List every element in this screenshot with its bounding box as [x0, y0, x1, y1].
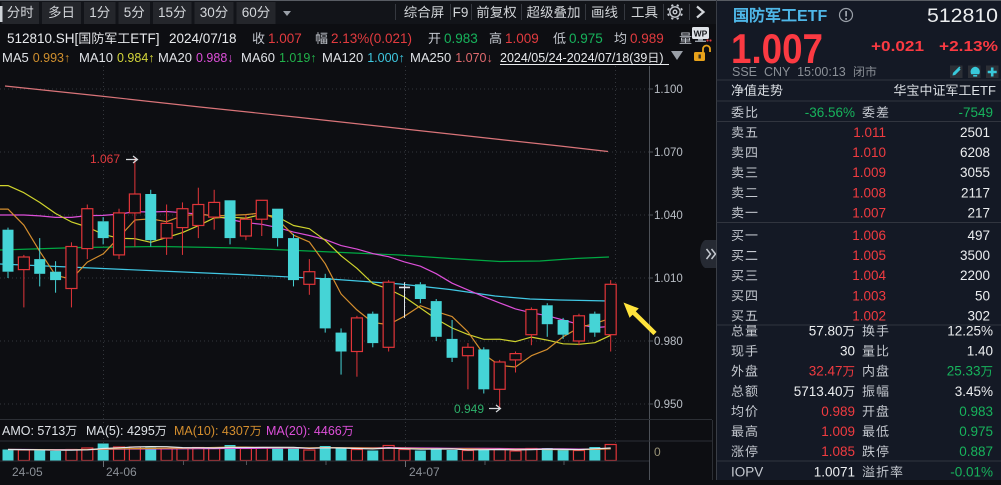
svg-text:MA(10): 4307: MA(10): 4307	[174, 424, 250, 438]
svg-text:3: 3	[200, 5, 208, 20]
svg-text:+0.021: +0.021	[871, 38, 924, 55]
svg-text:WP: WP	[694, 29, 708, 39]
svg-text:50: 50	[975, 288, 990, 303]
svg-text:0: 0	[249, 5, 257, 20]
svg-text:3055: 3055	[960, 165, 990, 180]
svg-text:MA120: MA120	[322, 50, 363, 65]
svg-text:MA250: MA250	[410, 50, 451, 65]
svg-text:2501: 2501	[960, 125, 990, 140]
svg-text:5: 5	[166, 5, 174, 20]
svg-text:32.47: 32.47	[809, 364, 843, 379]
svg-text:1.010: 1.010	[654, 273, 683, 285]
svg-text:0.887: 0.887	[959, 444, 993, 459]
svg-text:1.067: 1.067	[90, 152, 120, 166]
svg-text:1.009: 1.009	[821, 424, 855, 439]
svg-text:0.984↑: 0.984↑	[117, 51, 155, 65]
svg-text:1.007: 1.007	[268, 31, 302, 46]
svg-text:1.005: 1.005	[852, 248, 886, 263]
svg-text:3.45%: 3.45%	[955, 384, 993, 399]
svg-text:-7549: -7549	[958, 105, 993, 120]
svg-text:497: 497	[967, 228, 990, 243]
svg-text:AMO: 5713: AMO: 5713	[2, 424, 65, 438]
svg-text:1.011: 1.011	[853, 125, 886, 140]
svg-text:1.009: 1.009	[505, 31, 539, 46]
svg-text:0.950: 0.950	[654, 399, 683, 411]
svg-text:1.009: 1.009	[852, 165, 886, 180]
svg-text:1.100: 1.100	[654, 84, 683, 96]
svg-text:0: 0	[654, 445, 661, 459]
svg-text:1.004: 1.004	[852, 268, 886, 283]
svg-text:0.949: 0.949	[454, 402, 484, 416]
svg-text:2117: 2117	[961, 185, 990, 200]
svg-text:6: 6	[242, 5, 250, 20]
svg-text:MA(20): 4466: MA(20): 4466	[266, 424, 342, 438]
svg-text:SSE CNY 15:00:13: SSE CNY 15:00:13	[732, 65, 853, 79]
svg-text:1.40: 1.40	[967, 344, 993, 359]
svg-text:1.010: 1.010	[852, 145, 886, 160]
svg-text:1.003: 1.003	[852, 288, 886, 303]
svg-text:30: 30	[840, 344, 855, 359]
svg-text:F: F	[453, 5, 461, 20]
svg-text:1.070: 1.070	[654, 147, 683, 159]
svg-text:0.989: 0.989	[821, 404, 855, 419]
svg-text:5: 5	[124, 5, 132, 20]
svg-text:9: 9	[461, 5, 469, 20]
svg-text:512810: 512810	[927, 6, 998, 27]
svg-text:0.983: 0.983	[959, 404, 993, 419]
svg-text:24-07: 24-07	[409, 465, 440, 479]
svg-text:39: 39	[633, 51, 647, 65]
svg-text:-0.01%: -0.01%	[950, 465, 993, 480]
svg-text:2024/07/18: 2024/07/18	[169, 31, 237, 46]
svg-text:1: 1	[89, 5, 97, 20]
svg-text:MA5: MA5	[2, 50, 29, 65]
svg-text:217: 217	[967, 205, 990, 220]
svg-text:12.25%: 12.25%	[947, 324, 993, 339]
svg-text:1.019↑: 1.019↑	[279, 51, 317, 65]
svg-text:): )	[659, 51, 663, 65]
svg-text:2.13%(0.021): 2.13%(0.021)	[331, 31, 412, 46]
svg-text:1.070↓: 1.070↓	[455, 51, 493, 65]
svg-text:302: 302	[967, 308, 990, 323]
svg-text:24-05: 24-05	[12, 465, 43, 479]
svg-text:IOPV: IOPV	[731, 465, 763, 480]
svg-text:ETF: ETF	[971, 83, 996, 98]
svg-text:-36.56%: -36.56%	[805, 105, 855, 120]
svg-text:0.980: 0.980	[654, 336, 683, 348]
svg-text:0.988↓: 0.988↓	[196, 51, 234, 65]
svg-text:2024/05/24-2024/07/18(: 2024/05/24-2024/07/18(	[500, 51, 634, 65]
svg-text:+2.13%: +2.13%	[939, 38, 998, 55]
svg-text:1.085: 1.085	[821, 444, 855, 459]
svg-text:1.0071: 1.0071	[814, 465, 855, 480]
svg-text:0.993↑: 0.993↑	[33, 51, 71, 65]
svg-text:ETF: ETF	[797, 8, 827, 25]
svg-text:ETF]: ETF]	[130, 31, 159, 46]
svg-text:1: 1	[158, 5, 166, 20]
svg-text:1.000↑: 1.000↑	[367, 51, 405, 65]
svg-text:MA(5): 4295: MA(5): 4295	[86, 424, 155, 438]
svg-text:0: 0	[207, 5, 215, 20]
svg-text:1.040: 1.040	[654, 210, 683, 222]
svg-text:25.33: 25.33	[947, 364, 981, 379]
svg-text:MA20: MA20	[158, 50, 192, 65]
svg-text:57.80: 57.80	[809, 324, 843, 339]
svg-text:1.002: 1.002	[852, 308, 886, 323]
svg-text:0.983: 0.983	[444, 31, 478, 46]
svg-text:512810.SH[: 512810.SH[	[7, 31, 79, 46]
svg-text:MA10: MA10	[79, 50, 113, 65]
svg-text:1.007: 1.007	[852, 205, 886, 220]
svg-text:24-06: 24-06	[106, 465, 137, 479]
svg-text:5713.40: 5713.40	[794, 384, 843, 399]
svg-text:0.975: 0.975	[959, 424, 993, 439]
svg-text:0.975: 0.975	[569, 31, 603, 46]
svg-text:6208: 6208	[960, 145, 990, 160]
svg-text:2200: 2200	[960, 268, 990, 283]
svg-text:1.008: 1.008	[852, 185, 886, 200]
svg-text:MA60: MA60	[241, 50, 275, 65]
svg-text:3500: 3500	[960, 248, 990, 263]
svg-text:0.989: 0.989	[630, 31, 664, 46]
svg-text:1.006: 1.006	[852, 228, 886, 243]
